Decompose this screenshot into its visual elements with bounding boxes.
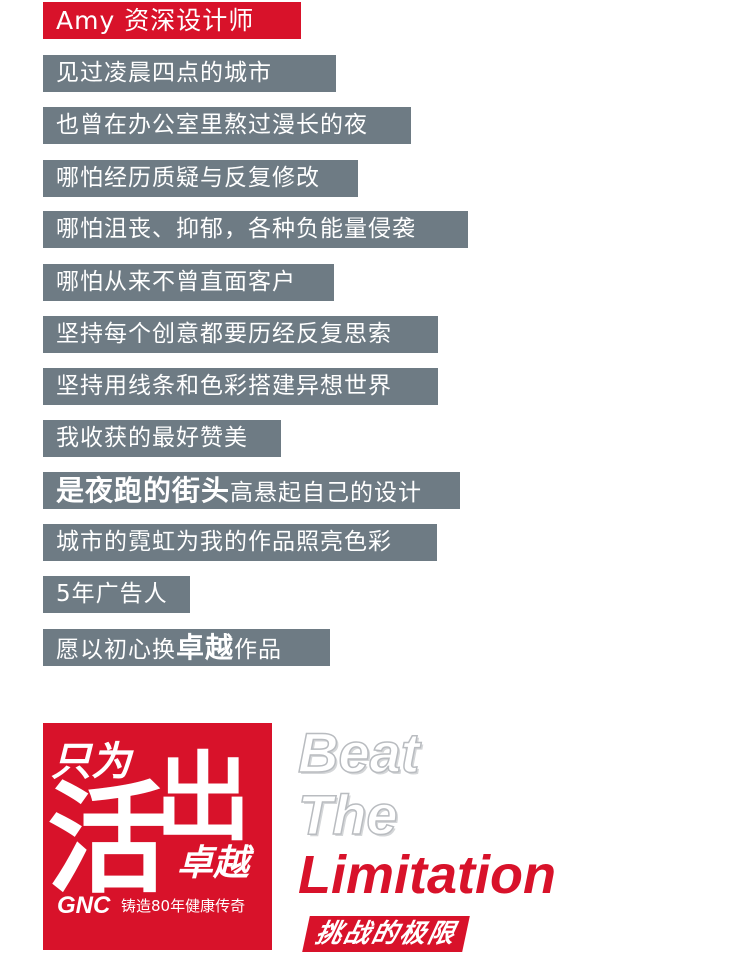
slogan-word-beat: Beat [297,720,420,785]
emphasis-phrase: 是夜跑的街头 [56,474,231,507]
logo-tagline: 铸造80年健康传奇 [121,897,245,915]
slogan-word-limitation: Limitation [298,845,556,905]
poem-line-5: 哪怕从来不曾直面客户 [43,264,334,301]
gnc-logo-badge: 只为 活 出 卓越 GNC 铸造80年健康传奇 [43,723,272,950]
logo-top-chars: 只为 [51,739,134,785]
slogan-block: Beat The Limitation 挑战的极限 [297,720,738,954]
poem-line-10: 城市的霓虹为我的作品照亮色彩 [43,524,437,561]
poem-line-1: 见过凌晨四点的城市 [43,55,336,92]
poem-line-emphasis: 是夜跑的街头高悬起自己的设计 [43,472,460,509]
logo-brand: GNC [57,892,111,919]
final-pre: 愿以初心换 [56,637,176,663]
final-emphasis: 卓越 [176,631,235,664]
logo-chu-char: 出 [155,742,251,854]
logo-graphic: 只为 活 出 卓越 GNC 铸造80年健康传奇 [47,739,255,919]
poem-line-7: 坚持用线条和色彩搭建异想世界 [43,368,438,405]
slogan-word-the: The [297,782,398,847]
poem-line-final: 愿以初心换卓越作品 [43,629,330,666]
emphasis-rest: 高悬起自己的设计 [230,480,423,506]
poem-line-8: 我收获的最好赞美 [43,420,281,457]
slogan-chinese: 挑战的极限 [302,916,470,952]
logo-huo-char: 活 [47,771,167,910]
poem-line-3: 哪怕经历质疑与反复修改 [43,160,358,197]
poem-line-6: 坚持每个创意都要历经反复思索 [43,316,438,353]
poem-line-11: 5年广告人 [43,576,190,613]
name-title-banner: Amy 资深设计师 [43,2,301,39]
logo-zhuoyue: 卓越 [177,843,255,884]
poem-line-4: 哪怕沮丧、抑郁，各种负能量侵袭 [43,211,468,248]
final-post: 作品 [234,637,283,663]
poem-line-2: 也曾在办公室里熬过漫长的夜 [43,107,411,144]
